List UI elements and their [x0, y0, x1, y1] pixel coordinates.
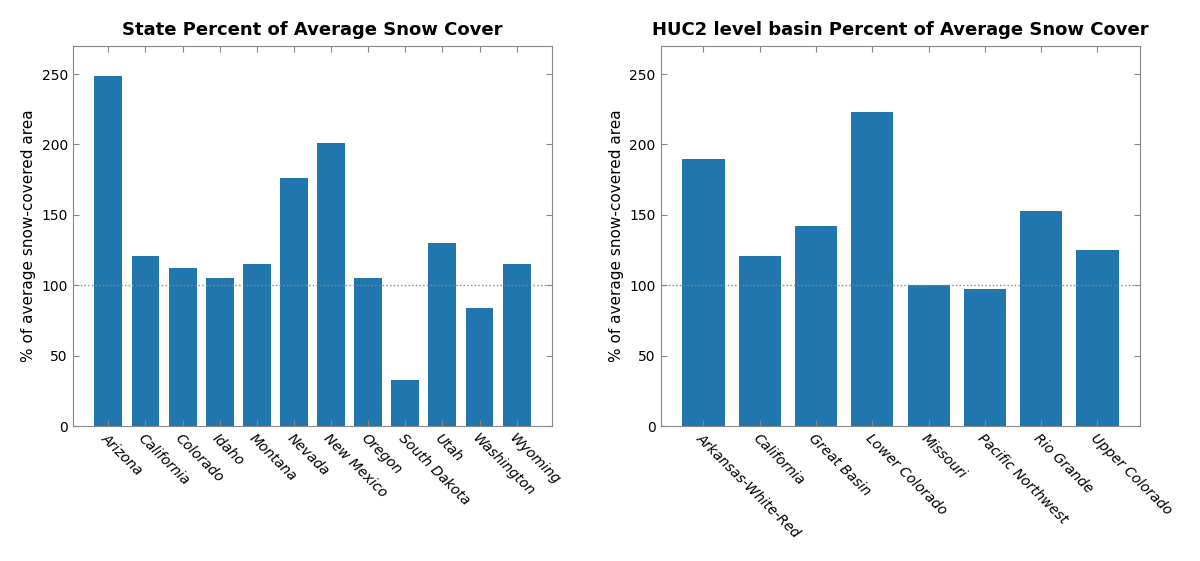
Bar — [1020, 211, 1062, 426]
Bar — [132, 256, 160, 426]
Bar — [95, 76, 122, 426]
Bar — [683, 159, 725, 426]
Bar — [1076, 250, 1118, 426]
Bar — [205, 278, 234, 426]
Bar — [317, 143, 344, 426]
Y-axis label: % of average snow-covered area: % of average snow-covered area — [608, 110, 624, 362]
Title: State Percent of Average Snow Cover: State Percent of Average Snow Cover — [122, 21, 503, 39]
Bar — [280, 178, 308, 426]
Bar — [739, 256, 781, 426]
Bar — [851, 112, 894, 426]
Bar — [354, 278, 382, 426]
Title: HUC2 level basin Percent of Average Snow Cover: HUC2 level basin Percent of Average Snow… — [652, 21, 1148, 39]
Bar — [964, 289, 1006, 426]
Bar — [907, 286, 949, 426]
Bar — [242, 264, 271, 426]
Bar — [794, 226, 838, 426]
Bar — [169, 268, 197, 426]
Bar — [466, 308, 493, 426]
Bar — [391, 380, 419, 426]
Bar — [428, 243, 456, 426]
Y-axis label: % of average snow-covered area: % of average snow-covered area — [20, 110, 36, 362]
Bar — [503, 264, 530, 426]
